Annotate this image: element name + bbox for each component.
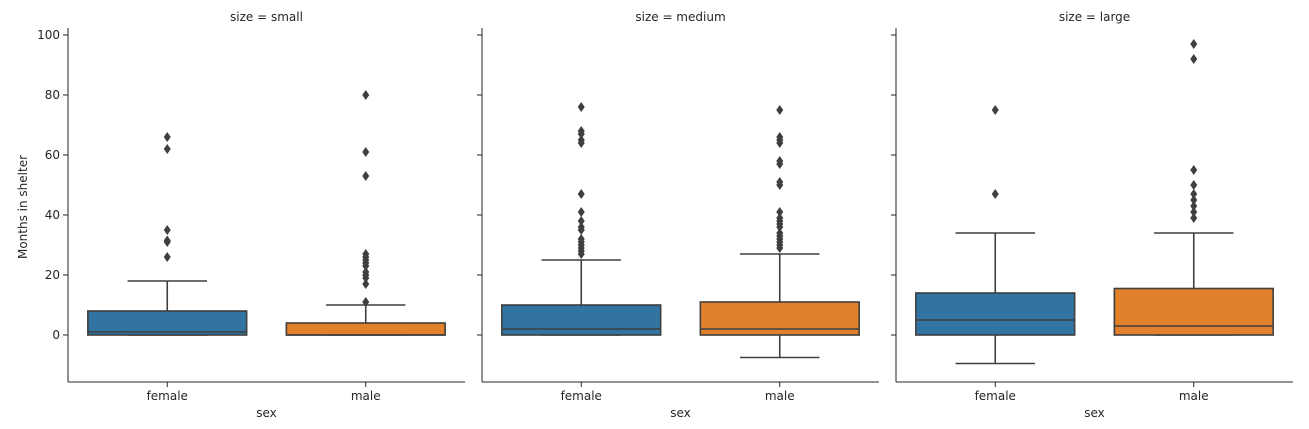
x-axis-label: sex <box>670 406 691 420</box>
box-male <box>699 105 860 359</box>
y-tick-label: 100 <box>37 28 60 42</box>
outlier-point <box>1190 180 1198 190</box>
x-axis-label: sex <box>1084 406 1105 420</box>
facet-panel-2: size = medium sex female male <box>477 10 879 420</box>
x-tick-label: male <box>1179 389 1209 403</box>
outlier-point <box>577 216 585 226</box>
outlier-point <box>163 225 171 235</box>
box-iqr <box>915 292 1076 336</box>
outlier-point <box>776 207 784 217</box>
outlier-point <box>362 249 370 259</box>
outlier-point <box>163 144 171 154</box>
y-axis-label: Months in shelter <box>16 155 30 259</box>
outlier-point <box>163 132 171 142</box>
outlier-point <box>776 132 784 142</box>
outlier-point <box>776 213 784 223</box>
x-tick-label: male <box>765 389 795 403</box>
y-tick-label: 0 <box>52 328 60 342</box>
facet-title: size = small <box>230 10 303 24</box>
outlier-point <box>1190 195 1198 205</box>
outlier-point <box>163 252 171 262</box>
box-female <box>87 132 248 336</box>
outlier-point <box>362 279 370 289</box>
outlier-point <box>362 90 370 100</box>
x-tick-label: male <box>351 389 381 403</box>
outlier-point <box>776 105 784 115</box>
outlier-point <box>991 189 999 199</box>
outlier-point <box>577 234 585 244</box>
box-iqr <box>87 310 248 336</box>
outlier-point <box>776 156 784 166</box>
outlier-point <box>1190 165 1198 175</box>
x-tick-label: female <box>975 389 1016 403</box>
box-female <box>915 105 1076 365</box>
outlier-point <box>1190 189 1198 199</box>
outlier-point <box>1190 39 1198 49</box>
outlier-point <box>776 228 784 238</box>
facet-title: size = large <box>1059 10 1130 24</box>
outlier-point <box>1190 54 1198 64</box>
outlier-point <box>776 177 784 187</box>
box-iqr <box>699 301 860 336</box>
outlier-point <box>362 267 370 277</box>
outlier-point <box>991 105 999 115</box>
x-axis-label: sex <box>256 406 277 420</box>
y-tick-label: 40 <box>45 208 60 222</box>
x-tick-label: female <box>147 389 188 403</box>
box-female <box>501 102 662 336</box>
box-iqr <box>1113 287 1274 336</box>
box-male <box>285 90 446 336</box>
outlier-point <box>1190 201 1198 211</box>
facet-panel-1: 0 20 40 60 80 100 size = small sex female male <box>37 10 465 420</box>
box-male <box>1113 39 1274 336</box>
facet-title: size = medium <box>635 10 725 24</box>
y-tick-label: 20 <box>45 268 60 282</box>
outlier-point <box>577 207 585 217</box>
x-tick-label: female <box>561 389 602 403</box>
box-iqr <box>501 304 662 336</box>
outlier-point <box>362 147 370 157</box>
outlier-point <box>577 135 585 145</box>
outlier-point <box>1190 213 1198 223</box>
outlier-point <box>577 126 585 136</box>
y-tick-label: 60 <box>45 148 60 162</box>
y-tick-label: 80 <box>45 88 60 102</box>
outlier-point <box>577 102 585 112</box>
outlier-point <box>362 297 370 307</box>
outlier-point <box>362 171 370 181</box>
outlier-point <box>1190 207 1198 217</box>
outlier-point <box>577 189 585 199</box>
outlier-point <box>577 222 585 232</box>
outlier-point <box>163 235 171 246</box>
box-iqr <box>285 322 446 336</box>
facet-panel-3: size = large sex female male <box>891 10 1293 420</box>
